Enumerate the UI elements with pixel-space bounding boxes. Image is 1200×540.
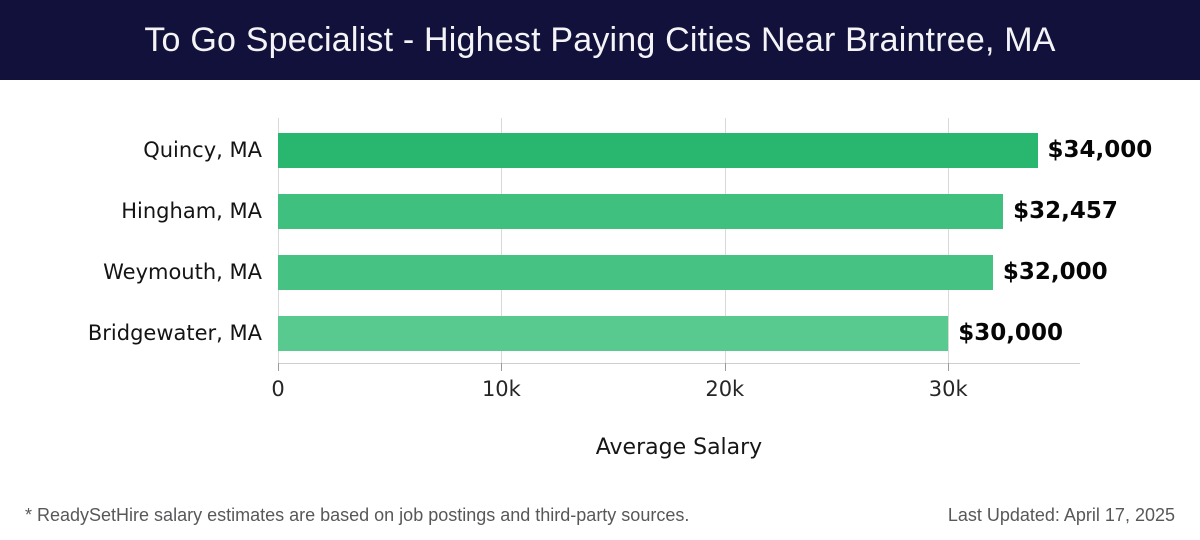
last-updated: Last Updated: April 17, 2025 (947, 505, 1175, 525)
value-label-bridgewater: $30,000 (958, 319, 1063, 346)
gridline-10k (501, 118, 503, 363)
value-label-hingham: $32,457 (1013, 197, 1118, 224)
category-label-weymouth: Weymouth, MA (103, 259, 262, 284)
source-note: * ReadySetHire salary estimates are base… (25, 505, 690, 525)
bar-weymouth (278, 254, 993, 290)
value-label-weymouth: $32,000 (1002, 258, 1108, 285)
plot-area: Quincy, MA Hingham, MA Weymouth, MA Brid… (0, 80, 1200, 460)
tick-mark-20k (724, 363, 726, 371)
bar-quincy (278, 132, 1038, 168)
bar-bridgewater (278, 315, 949, 351)
x-tick-label-10k: 10k (481, 377, 521, 401)
gridline-0 (278, 118, 279, 363)
bar-hingham (278, 193, 1004, 229)
x-tick-label-20k: 20k (705, 377, 745, 401)
value-label-quincy: $34,000 (1047, 136, 1153, 163)
category-label-bridgewater: Bridgewater, MA (87, 320, 262, 345)
x-axis-line (278, 363, 1080, 364)
category-label-hingham: Hingham, MA (121, 198, 262, 223)
category-label-quincy: Quincy, MA (143, 137, 262, 162)
header-bar: To Go Specialist - Highest Paying Cities… (0, 0, 1200, 80)
chart-title: To Go Specialist - Highest Paying Cities… (144, 20, 1056, 59)
tick-mark-0 (278, 363, 279, 371)
gridline-20k (724, 118, 726, 363)
tick-mark-30k (948, 363, 950, 371)
gridline-30k (948, 118, 950, 363)
x-tick-label-30k: 30k (928, 377, 968, 401)
x-axis-title: Average Salary (595, 435, 763, 460)
x-tick-label-0: 0 (271, 377, 285, 401)
tick-mark-10k (501, 363, 503, 371)
